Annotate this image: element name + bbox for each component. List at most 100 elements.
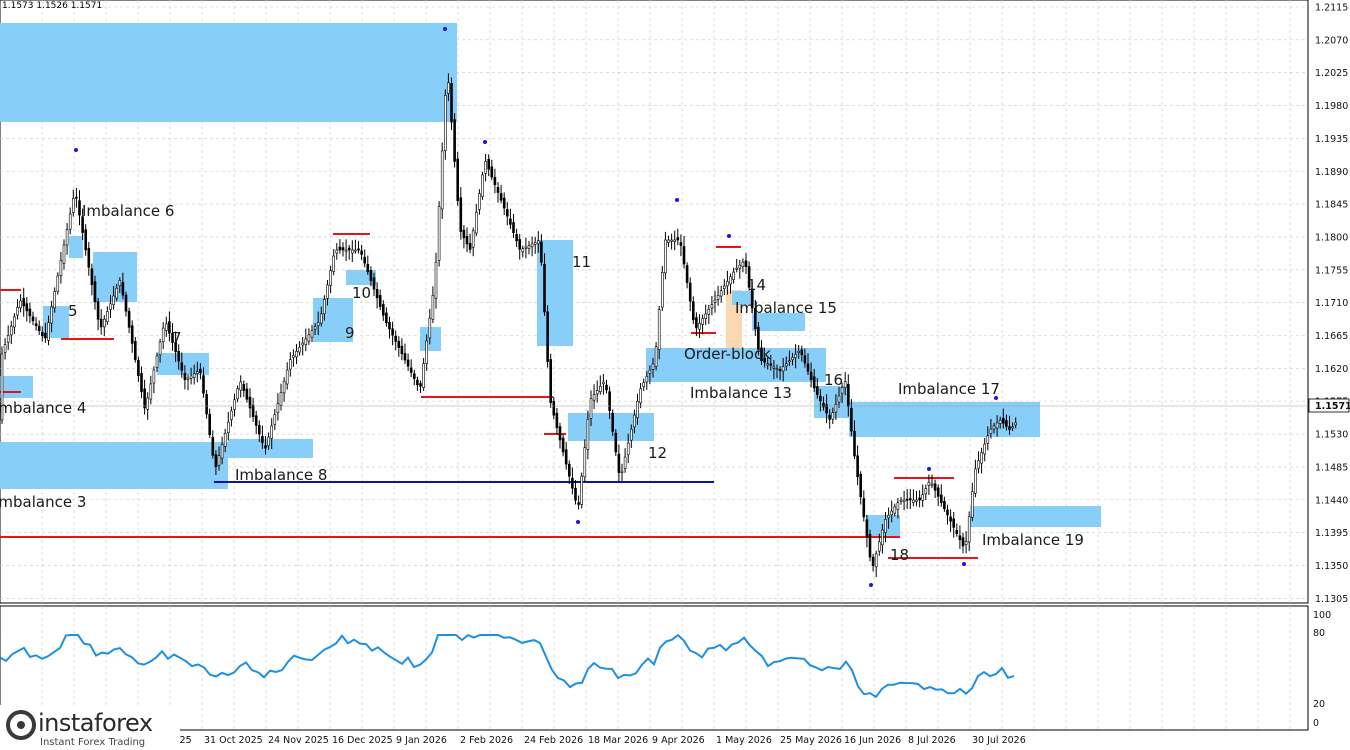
candle-body (939, 494, 943, 503)
candle-body (800, 349, 804, 356)
candle-body (980, 452, 983, 464)
candle-body (1001, 417, 1005, 424)
candle-body (902, 499, 906, 502)
candle-body (788, 360, 791, 363)
label-imbalance-15: Imbalance 15 (735, 299, 837, 317)
candle-body (366, 263, 370, 273)
zone-imbalance-3 (0, 442, 228, 489)
oscillator-line (0, 633, 1015, 699)
swing-marker (443, 27, 447, 31)
candle-body (47, 322, 50, 341)
zone-14 (732, 291, 754, 305)
candle-body (0, 353, 4, 421)
candle-body (202, 375, 205, 394)
candle-body (881, 529, 884, 546)
zone-imbalance-19 (970, 506, 1101, 527)
candle-body (871, 556, 875, 567)
candle-body (140, 373, 143, 393)
candle-body (974, 468, 977, 494)
candle-body (1005, 420, 1008, 427)
candle-body (223, 432, 227, 447)
candle-body (989, 428, 993, 434)
candle-body (853, 430, 856, 457)
candle-body (850, 407, 853, 432)
price-tick: 1.1890 (1315, 167, 1348, 178)
candle-body (59, 260, 63, 276)
price-tick: 1.1710 (1315, 298, 1348, 309)
candle-body (332, 255, 336, 272)
price-tick: 1.1530 (1315, 430, 1348, 441)
candle-body (633, 414, 636, 428)
zone-12 (568, 413, 654, 441)
candle-body (264, 445, 267, 449)
candle-body (558, 426, 562, 441)
candle-body (124, 294, 128, 312)
candle-body (729, 276, 732, 285)
candle-body (171, 332, 174, 343)
candle-body (676, 237, 680, 241)
date-tick-3: 16 Dec 2025 (332, 735, 393, 746)
candle-body (651, 363, 655, 370)
candle-body (391, 328, 394, 336)
candle-body (605, 384, 608, 391)
candle-body (946, 509, 949, 516)
date-tick-5: 2 Feb 2026 (460, 735, 513, 746)
label-7: 7 (172, 329, 182, 347)
candle-body (350, 249, 354, 254)
label-14: 14 (747, 276, 766, 294)
candle-body (16, 307, 19, 316)
zone-near-9 (420, 327, 441, 351)
label-5: 5 (68, 302, 78, 320)
candle-body (158, 341, 162, 356)
candle-body (161, 327, 165, 342)
label-16: 16 (824, 371, 843, 389)
price-axis: 1.2115 1.2070 1.2025 1.1980 1.1935 1.1890 1.18… (1308, 3, 1350, 605)
candle-body (295, 351, 298, 358)
candle-body (372, 277, 376, 290)
candle-body (763, 357, 766, 363)
date-tick-4: 9 Jan 2026 (396, 735, 447, 746)
candle-body (840, 387, 844, 394)
candle-body (56, 275, 60, 292)
candle-body (536, 240, 540, 245)
candle-body (146, 397, 149, 410)
candle-body (555, 412, 559, 428)
candle-body (760, 347, 763, 362)
candle-body (233, 399, 236, 410)
candle-body (509, 218, 512, 225)
candle-body (862, 498, 866, 518)
candle-body (936, 487, 940, 497)
candle-body (298, 346, 301, 353)
candle-body (546, 311, 549, 362)
candlesticks (0, 27, 1018, 587)
swing-marker (869, 583, 873, 587)
candle-body (815, 386, 819, 395)
candle-body (276, 403, 280, 413)
candle-body (118, 280, 122, 287)
price-tick: 1.1935 (1315, 134, 1348, 145)
candle-body (781, 366, 785, 372)
candle-body (930, 483, 934, 486)
candle-body (636, 400, 639, 418)
current-price-value: 1.1571 (1315, 401, 1350, 412)
candle-body (301, 342, 305, 346)
candle-body (251, 404, 255, 417)
candle-body (363, 256, 367, 264)
candle-body (465, 235, 469, 245)
candle-body (654, 346, 658, 367)
candle-body (31, 316, 35, 322)
candle-body (648, 369, 652, 374)
candle-body (927, 481, 931, 486)
candle-body (78, 200, 81, 216)
candle-body (96, 301, 100, 320)
candle-body (456, 158, 460, 202)
candle-body (419, 383, 422, 387)
candle-body (667, 239, 670, 243)
zone-9 (313, 298, 353, 342)
candle-body (149, 383, 153, 400)
candle-body (986, 435, 990, 444)
candle-body (50, 306, 53, 324)
candle-body (530, 243, 534, 248)
candle-body (397, 340, 401, 348)
